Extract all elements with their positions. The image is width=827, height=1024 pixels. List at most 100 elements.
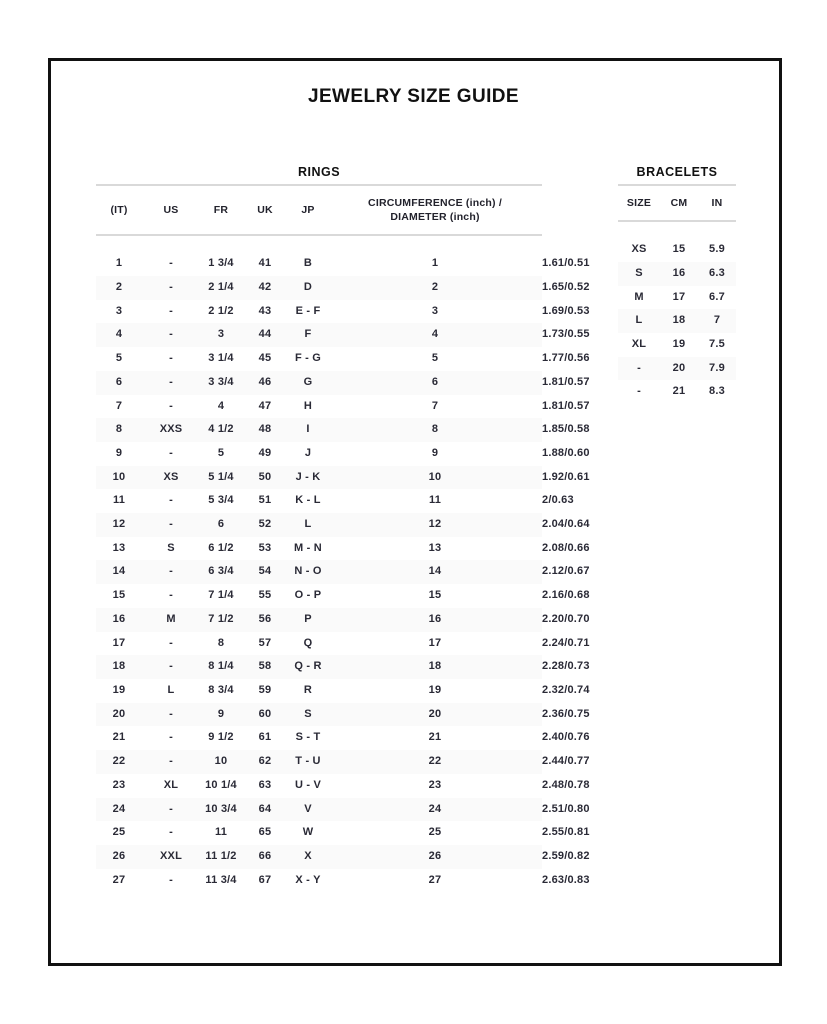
- rings-cell: 46: [258, 375, 272, 388]
- bracelets-section: BRACELETS SIZE CM IN XS 15 5.9 S 16 6.3 M 17 6.7…: [618, 160, 736, 405]
- rings-cell: 16: [112, 612, 126, 625]
- rings-cell: 18: [112, 660, 126, 673]
- rings-cell: S: [167, 541, 175, 554]
- rings-col-header-line-2: DIAMETER (inch): [390, 211, 480, 224]
- rings-cell: 25: [112, 826, 126, 839]
- rings-cell: 6: [115, 375, 123, 388]
- rings-cell: L: [167, 684, 175, 696]
- rings-cell: 66: [258, 849, 272, 862]
- rings-cell: -: [169, 731, 173, 744]
- rings-cell: 16: [428, 612, 442, 625]
- rings-cell: 6 1/2: [208, 541, 234, 554]
- rings-cell: 58: [258, 660, 272, 673]
- table-row: XS 15 5.9: [618, 238, 736, 262]
- rings-table-top-rule: [96, 184, 542, 186]
- rings-cell: 47: [258, 399, 272, 412]
- rings-cell: 7 1/2: [208, 612, 234, 625]
- rings-cell: 4: [217, 399, 225, 412]
- rings-cell: 57: [258, 636, 272, 649]
- rings-cell: 44: [258, 328, 272, 341]
- rings-cell: 67: [258, 873, 272, 886]
- rings-cell: 1: [115, 257, 123, 270]
- table-row: S 16 6.3: [618, 261, 736, 286]
- bracelets-cell: 18: [672, 314, 686, 327]
- rings-cell: 9: [115, 446, 123, 459]
- rings-cell: R: [303, 684, 313, 696]
- rings-cell: -: [169, 589, 173, 602]
- bracelets-cell: 7.5: [709, 337, 725, 350]
- rings-cell: 23: [428, 778, 442, 791]
- rings-cell: 6: [431, 375, 439, 388]
- rings-cell: V: [304, 802, 312, 815]
- table-row: - 20 7.9: [618, 356, 736, 381]
- rings-cell: -: [169, 565, 173, 578]
- rings-cell: P: [304, 612, 312, 625]
- rings-cell: 6 3/4: [208, 565, 234, 578]
- rings-cell: -: [169, 399, 173, 412]
- rings-cell: 23: [112, 778, 126, 791]
- rings-cell: 8 3/4: [208, 684, 234, 696]
- rings-cell: 62: [258, 755, 272, 768]
- rings-col-header-line-1: CIRCUMFERENCE (inch) /: [368, 197, 502, 209]
- rings-cell: XS: [163, 470, 179, 483]
- rings-cell: 5: [431, 352, 439, 365]
- page-frame-border: [48, 58, 782, 966]
- rings-cell: 54: [258, 565, 272, 578]
- rings-cell: S: [304, 707, 312, 720]
- rings-cell: 26: [428, 849, 442, 862]
- rings-cell: XXS: [159, 423, 183, 436]
- rings-cell: 21: [112, 731, 126, 744]
- rings-cell: 10 3/4: [205, 802, 237, 815]
- rings-cell: -: [169, 446, 173, 459]
- rings-cell: 11: [112, 494, 126, 507]
- rings-cell: 5: [217, 446, 225, 459]
- rings-cell: E - F: [295, 304, 321, 317]
- rings-cell: M - N: [294, 541, 322, 554]
- rings-cell: 52: [258, 518, 272, 531]
- table-row: 1-1 3/441B11.61/0.51: [96, 252, 589, 277]
- rings-cell: S - T: [295, 731, 321, 744]
- table-row: 2-2 1/442D21.65/0.52: [96, 276, 589, 300]
- rings-cell: 5: [115, 352, 123, 365]
- rings-cell: 11: [214, 826, 228, 839]
- rings-cell: 2 1/4: [208, 281, 234, 294]
- rings-cell: 50: [258, 470, 272, 483]
- bracelets-cell: 8.3: [709, 385, 725, 398]
- rings-cell: 43: [258, 304, 272, 317]
- rings-cell: -: [169, 518, 173, 531]
- rings-cell: 49: [258, 446, 272, 459]
- rings-cell: -: [169, 826, 173, 839]
- bracelets-cell: 21: [672, 385, 686, 398]
- bracelets-cell: 6.3: [709, 266, 725, 279]
- rings-cell: 18: [428, 660, 442, 673]
- rings-cell: 8 1/4: [208, 660, 234, 673]
- bracelets-cell: 7.9: [709, 361, 725, 374]
- rings-cell: 15: [428, 589, 442, 602]
- rings-cell: 41: [258, 257, 272, 270]
- rings-cell: 22: [428, 755, 442, 768]
- rings-cell: 3 1/4: [208, 352, 234, 365]
- rings-cell: 9: [217, 707, 225, 720]
- rings-cell: G: [303, 375, 313, 388]
- rings-cell: 48: [258, 423, 272, 436]
- bracelets-cell: 15: [672, 243, 686, 256]
- rings-col-header-circumference-diameter: CIRCUMFERENCE (inch) / DIAMETER (inch): [328, 186, 542, 235]
- rings-cell: 17: [112, 636, 126, 649]
- rings-cell: 26: [112, 849, 126, 862]
- rings-cell: 3: [217, 328, 225, 341]
- rings-cell: 11 1/2: [205, 849, 237, 862]
- bracelets-cell: 6.7: [709, 290, 725, 303]
- bracelets-table-body: XS 15 5.9 S 16 6.3 M 17 6.7 L 18 7 XL 19 7.5 - 20 7.9 - 21 8…: [618, 221, 736, 405]
- rings-cell: 24: [428, 802, 442, 815]
- rings-cell: 4: [431, 328, 439, 341]
- rings-cell: -: [169, 755, 173, 768]
- table-row: M 17 6.7: [618, 285, 736, 310]
